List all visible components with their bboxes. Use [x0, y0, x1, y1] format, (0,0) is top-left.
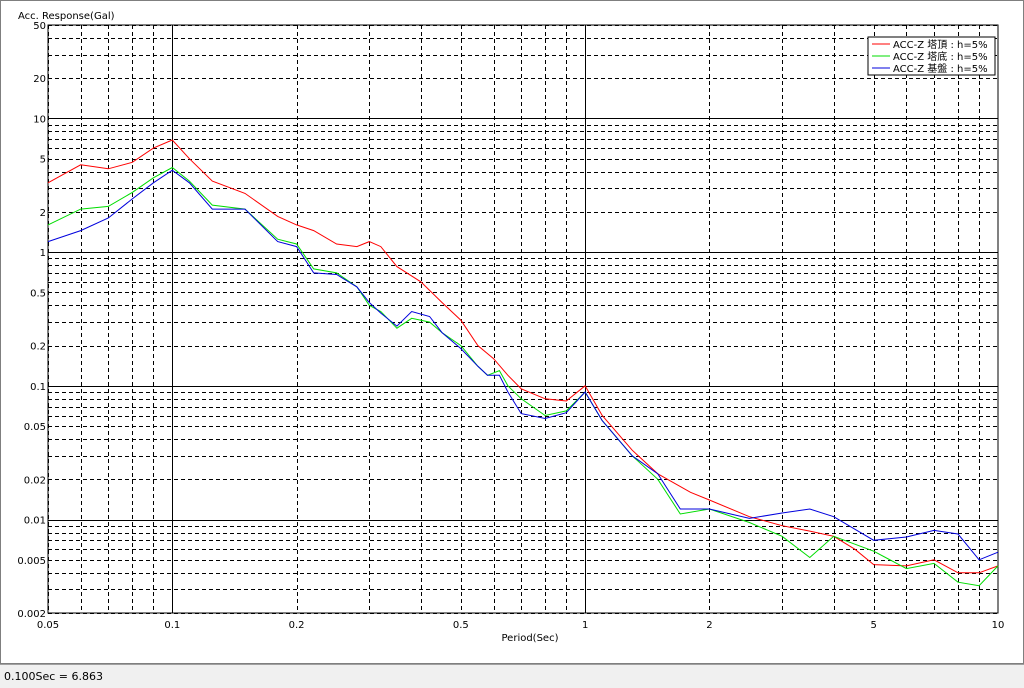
y-tick-label: 20: [33, 74, 46, 85]
y-tick-label: 0.5: [30, 288, 46, 299]
y-tick-label: 0.2: [30, 342, 46, 353]
y-tick-label: 0.002: [17, 609, 46, 620]
x-tick-label: 2: [706, 620, 712, 631]
legend: ACC-Z 塔頂 : h=5%ACC-Z 塔底 : h=5%ACC-Z 基盤 :…: [867, 36, 996, 76]
legend-label: ACC-Z 塔頂 : h=5%: [893, 38, 988, 51]
y-tick-label: 50: [33, 21, 46, 32]
x-tick-label: 0.05: [37, 620, 59, 631]
plot-area: [47, 24, 999, 614]
y-tick-label: 0.01: [24, 516, 46, 527]
y-tick-label: 1: [40, 248, 46, 259]
x-tick-label: 0.2: [289, 620, 305, 631]
grid: [48, 25, 998, 614]
y-tick-label: 0.005: [17, 556, 46, 567]
x-tick-label: 0.5: [453, 620, 469, 631]
y-tick-label: 0.05: [24, 422, 46, 433]
status-readout: 0.100Sec = 6.863: [4, 670, 103, 683]
x-axis-label: Period(Sec): [502, 633, 559, 644]
y-tick-label: 10: [33, 114, 46, 125]
y-tick-label: 2: [40, 208, 46, 219]
series-line-2: [47, 166, 999, 587]
series-lines: [47, 139, 999, 587]
legend-label: ACC-Z 基盤 : h=5%: [893, 62, 988, 75]
tick-labels: 0.05 0.1 0.2 0.5 1 2 5 10 0.002 0.005 0.01 0.02 0.05…: [17, 21, 1004, 631]
series-line-1: [47, 139, 999, 574]
y-tick-label: 5: [40, 155, 46, 166]
series-line-3: [47, 169, 999, 561]
y-tick-label: 0.02: [24, 475, 46, 486]
status-bar: 0.100Sec = 6.863: [0, 664, 1024, 688]
x-tick-label: 1: [582, 620, 588, 631]
y-tick-label: 0.1: [30, 382, 46, 393]
legend-label: ACC-Z 塔底 : h=5%: [893, 50, 988, 63]
chart-window: [0, 0, 1024, 664]
x-tick-label: 5: [871, 620, 877, 631]
response-spectrum-chart: 0.05 0.1 0.2 0.5 1 2 5 10 0.002 0.005 0.01 0.02 0.05…: [17, 11, 1004, 644]
y-axis-label: Acc. Response(Gal): [18, 11, 115, 22]
x-tick-label: 10: [992, 620, 1005, 631]
x-tick-label: 0.1: [164, 620, 180, 631]
